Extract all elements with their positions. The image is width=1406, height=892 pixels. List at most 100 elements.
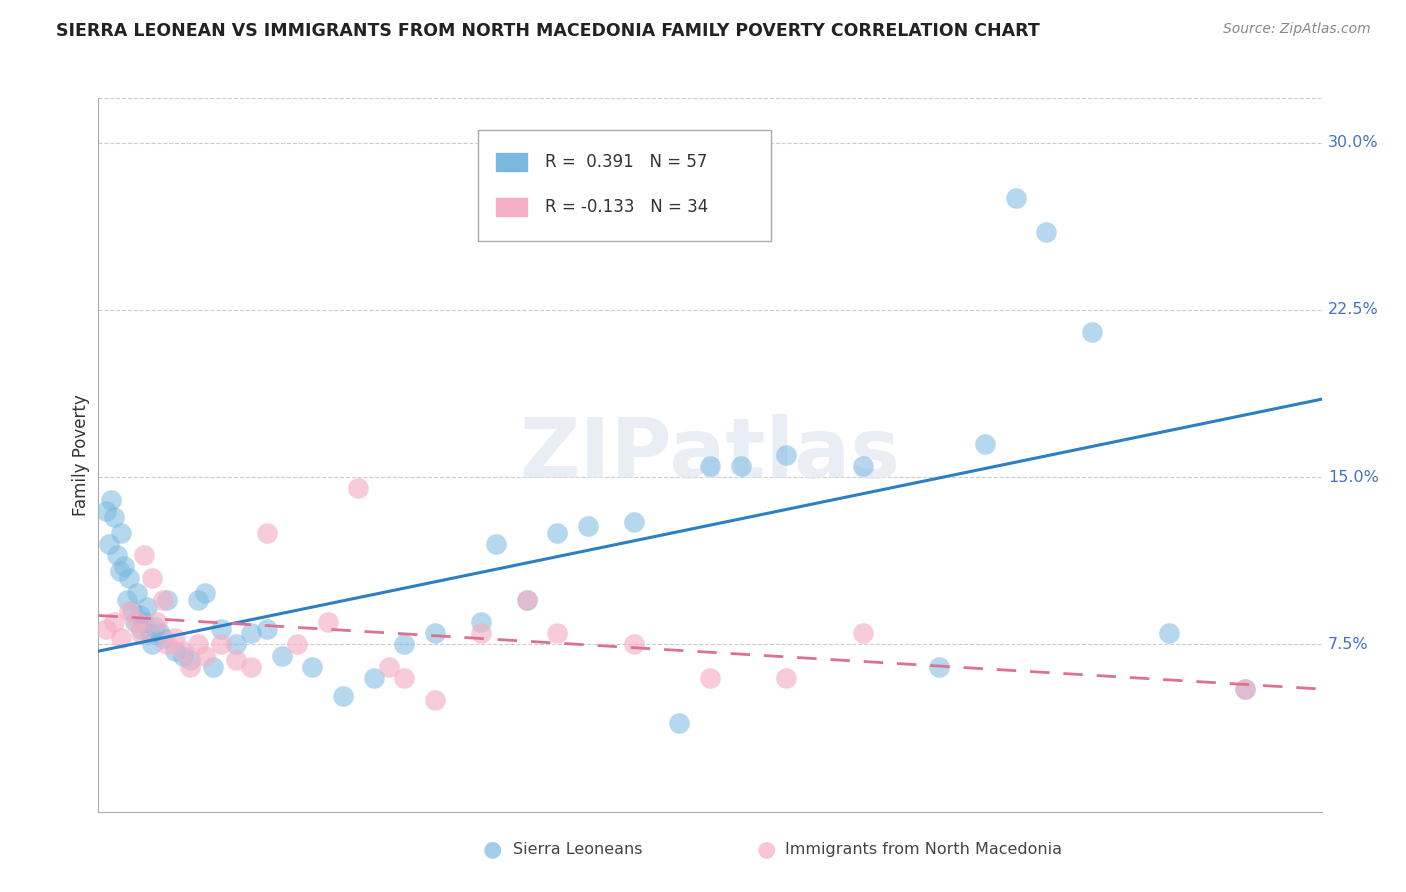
FancyBboxPatch shape [478, 130, 772, 241]
Point [187, 637, 209, 651]
Point [225, 637, 247, 651]
Text: 30.0%: 30.0% [1327, 136, 1378, 150]
Point [515, 592, 537, 607]
Point [347, 482, 370, 496]
Point [332, 689, 354, 703]
Point [134, 615, 156, 630]
Point [139, 626, 162, 640]
Point [623, 637, 645, 651]
Point [172, 644, 194, 658]
Point [852, 626, 875, 640]
Point [100, 492, 122, 507]
Point [392, 671, 416, 685]
Point [316, 615, 339, 630]
Text: Immigrants from North Macedonia: Immigrants from North Macedonia [785, 842, 1062, 856]
Point [143, 619, 166, 633]
Point [470, 615, 492, 630]
Point [118, 571, 141, 585]
Point [699, 458, 721, 473]
Point [515, 592, 537, 607]
Point [156, 637, 179, 651]
Text: ●: ● [482, 839, 502, 859]
Point [546, 626, 568, 640]
Point [141, 571, 163, 585]
Point [172, 648, 194, 663]
Point [699, 671, 721, 685]
Point [775, 448, 797, 462]
Point [98, 537, 121, 551]
Text: SIERRA LEONEAN VS IMMIGRANTS FROM NORTH MACEDONIA FAMILY POVERTY CORRELATION CHA: SIERRA LEONEAN VS IMMIGRANTS FROM NORTH … [56, 22, 1040, 40]
Point [194, 586, 217, 600]
Point [187, 592, 209, 607]
Point [1234, 681, 1257, 696]
Text: R =  0.391   N = 57: R = 0.391 N = 57 [546, 153, 707, 171]
Point [256, 622, 278, 636]
Point [163, 631, 186, 645]
Point [285, 637, 308, 651]
Point [152, 631, 174, 645]
Point [118, 604, 141, 618]
Point [94, 503, 117, 517]
Y-axis label: Family Poverty: Family Poverty [72, 394, 90, 516]
Text: 15.0%: 15.0% [1327, 470, 1379, 484]
Point [103, 615, 125, 630]
Point [423, 626, 446, 640]
Point [125, 586, 148, 600]
Point [145, 615, 167, 630]
Point [179, 653, 201, 667]
Point [125, 615, 148, 630]
Point [225, 653, 247, 667]
Point [730, 458, 752, 473]
Point [668, 715, 690, 730]
Point [110, 631, 132, 645]
Point [1004, 192, 1026, 206]
Point [209, 637, 232, 651]
Point [423, 693, 446, 707]
Point [485, 537, 508, 551]
Point [240, 626, 263, 640]
Text: Source: ZipAtlas.com: Source: ZipAtlas.com [1223, 22, 1371, 37]
Point [110, 526, 132, 541]
Point [1234, 681, 1257, 696]
Point [121, 604, 143, 618]
Point [103, 510, 125, 524]
Point [378, 660, 401, 674]
Point [392, 637, 416, 651]
Point [152, 592, 174, 607]
Point [1157, 626, 1180, 640]
Point [928, 660, 950, 674]
Point [852, 458, 875, 473]
Bar [496, 198, 526, 216]
Point [546, 526, 568, 541]
Point [470, 626, 492, 640]
Point [134, 548, 156, 563]
Point [129, 622, 152, 636]
Point [117, 592, 139, 607]
Bar [496, 153, 526, 171]
Point [108, 564, 131, 578]
Point [141, 637, 163, 651]
Point [576, 519, 599, 533]
Point [775, 671, 797, 685]
Point [179, 660, 201, 674]
Point [124, 615, 146, 630]
Point [105, 548, 128, 563]
Point [209, 622, 232, 636]
Point [136, 599, 159, 614]
Point [1035, 225, 1057, 239]
Text: ZIPatlas: ZIPatlas [520, 415, 900, 495]
Text: R = -0.133   N = 34: R = -0.133 N = 34 [546, 198, 709, 216]
Point [149, 626, 172, 640]
Text: ●: ● [756, 839, 776, 859]
Point [1081, 325, 1104, 339]
Point [163, 644, 186, 658]
Text: 7.5%: 7.5% [1327, 637, 1368, 652]
Point [256, 526, 278, 541]
Point [129, 626, 152, 640]
Point [156, 592, 179, 607]
Point [363, 671, 385, 685]
Point [194, 648, 217, 663]
Point [974, 436, 997, 450]
Point [128, 608, 150, 623]
Point [301, 660, 323, 674]
